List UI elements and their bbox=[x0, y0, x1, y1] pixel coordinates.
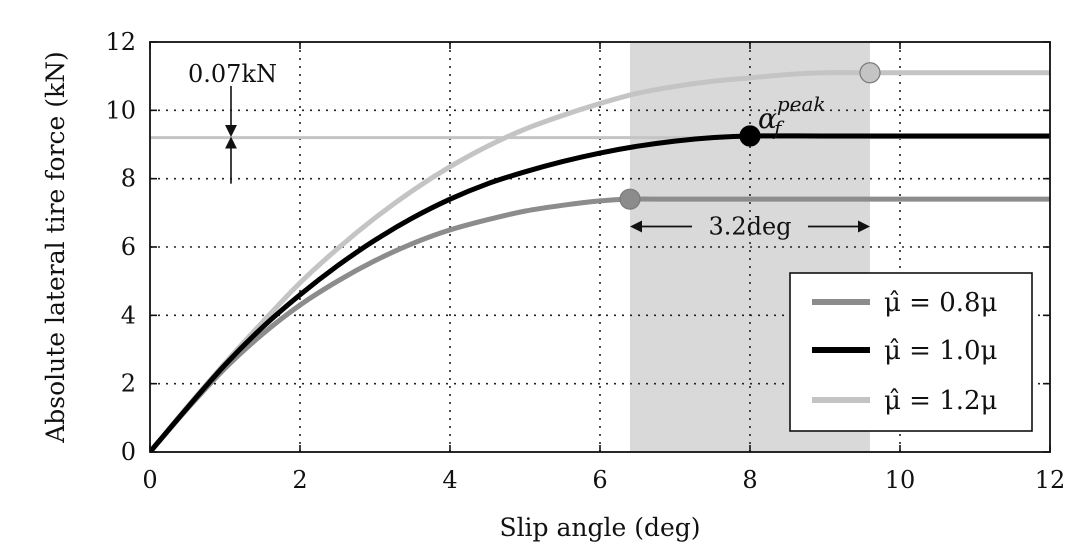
x-tick-label: 10 bbox=[885, 466, 916, 494]
x-tick-label: 2 bbox=[292, 466, 307, 494]
y-tick-label: 12 bbox=[105, 28, 136, 56]
y-tick-label: 0 bbox=[121, 438, 136, 466]
x-tick-label: 0 bbox=[142, 466, 157, 494]
legend: μ̂ = 0.8μ μ̂ = 1.0μ μ̂ = 1.2μ bbox=[789, 272, 1033, 432]
x-axis-title: Slip angle (deg) bbox=[499, 513, 700, 542]
peak-label-base: α bbox=[758, 102, 777, 135]
y-tick-label: 6 bbox=[121, 233, 136, 261]
x-tick-label: 6 bbox=[592, 466, 607, 494]
x-tick-label: 12 bbox=[1035, 466, 1066, 494]
span-label: 3.2deg bbox=[708, 213, 791, 241]
legend-label-0: μ̂ = 0.8μ bbox=[884, 288, 997, 318]
y-axis-title: Absolute lateral tire force (kN) bbox=[41, 51, 70, 444]
y-tick-label: 4 bbox=[121, 301, 136, 329]
peak-label-sup: peak bbox=[777, 92, 826, 116]
peak-label: αpeak bbox=[758, 92, 826, 135]
force-gap-label: 0.07kN bbox=[188, 60, 277, 88]
peak-marker-2 bbox=[859, 62, 881, 84]
series-line-0 bbox=[150, 196, 1050, 452]
peak-marker-1 bbox=[739, 125, 761, 147]
force-gap-annotation: 0.07kN bbox=[188, 60, 277, 184]
x-tick-label: 4 bbox=[442, 466, 457, 494]
y-tick-label: 2 bbox=[121, 370, 136, 398]
legend-label-1: μ̂ = 1.0μ bbox=[884, 336, 997, 366]
y-tick-label: 8 bbox=[121, 165, 136, 193]
x-tick-label: 8 bbox=[742, 466, 757, 494]
series-line-1 bbox=[150, 133, 1050, 452]
series-line-2 bbox=[150, 70, 1050, 452]
legend-label-2: μ̂ = 1.2μ bbox=[884, 386, 997, 416]
peak-marker-0 bbox=[619, 188, 641, 210]
y-tick-label: 10 bbox=[105, 96, 136, 124]
span-annotation: 3.2deg bbox=[630, 213, 870, 241]
